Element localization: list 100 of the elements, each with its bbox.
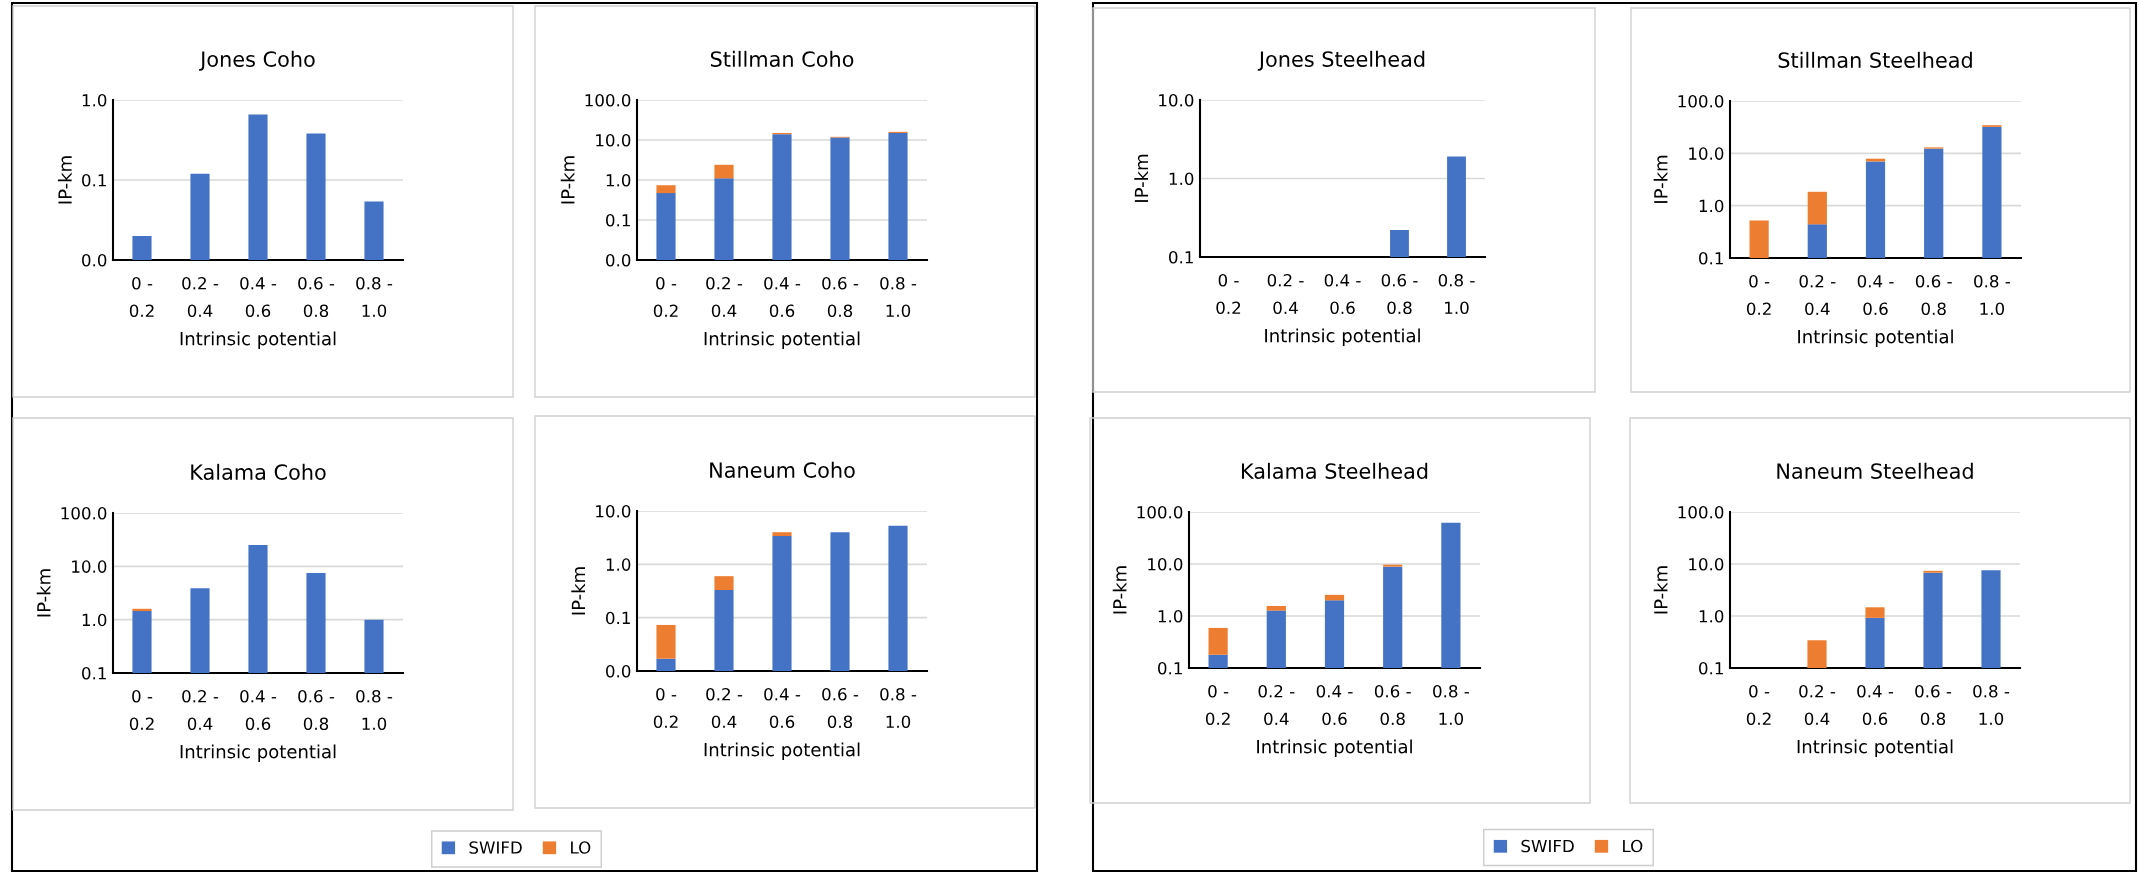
x-tick-label: 0.6 - 0.8: [1374, 684, 1411, 726]
y-tick-label: 10.0: [596, 133, 631, 147]
x-tick-label: 0 - 0.2: [129, 276, 154, 318]
legend-label: SWIFD: [469, 841, 522, 854]
legend-label: SWIFD: [1521, 839, 1574, 853]
x-tick-label: 0.8 - 1.0: [1433, 684, 1469, 726]
x-tick-label: 0 - 0.2: [129, 689, 154, 731]
bar: [714, 164, 734, 179]
chart-title: Jones Steelhead: [1257, 50, 1425, 71]
x-tick-label: 0.6 - 0.8: [298, 689, 335, 731]
x-tick-label: 0.2 - 0.4: [1258, 684, 1295, 726]
x-tick-label: 0 - 0.2: [1746, 684, 1771, 726]
chart-title: Kalama Coho: [191, 463, 326, 480]
chart-title: Stillman Steelhead: [1778, 51, 1972, 68]
x-tick-label: 0.8 - 1.0: [1973, 684, 2010, 726]
y-tick-label: 0.1: [1699, 661, 1723, 675]
x-tick-label: 0.4 - 0.6: [764, 687, 801, 729]
x-tick-label: 0.8 - 1.0: [1974, 274, 2010, 316]
x-tick-label: 0.8 - 1.0: [356, 689, 393, 731]
y-tick-label: 0.1: [1169, 250, 1193, 264]
x-tick-label: 0.8 - 1.0: [880, 687, 917, 729]
x-tick-label: 0.2 - 0.4: [1267, 273, 1304, 315]
x-tick-label: 0.8 - 1.0: [356, 276, 393, 318]
y-tick-label: 1.0: [1169, 172, 1194, 186]
x-axis-title: Intrinsic potential: [1257, 739, 1412, 757]
x-tick-label: 0.6 - 0.8: [822, 276, 859, 318]
x-tick-label: 0.8 - 1.0: [880, 276, 917, 318]
y-axis-title: IP-km: [36, 569, 51, 617]
y-tick-label: 10.0: [1148, 557, 1183, 571]
y-tick-label: 0.0: [82, 253, 107, 267]
y-tick-label: 10.0: [596, 504, 631, 518]
x-tick-label: 0 - 0.2: [653, 687, 678, 729]
bar: [772, 532, 792, 536]
y-tick-label: 0.0: [606, 664, 631, 678]
x-tick-label: 0.4 - 0.6: [1857, 274, 1894, 316]
x-axis-title: Intrinsic potential: [180, 331, 336, 349]
x-tick-label: 0 - 0.2: [653, 276, 678, 318]
chart-title: Stillman Coho: [710, 50, 854, 67]
x-tick-label: 0 - 0.2: [1746, 274, 1771, 316]
bar: [1324, 594, 1345, 601]
x-tick-label: 0.4 - 0.6: [1316, 684, 1353, 726]
y-tick-label: 1.0: [606, 173, 631, 187]
x-tick-label: 0.4 - 0.6: [1324, 273, 1361, 315]
x-axis-title: Intrinsic potential: [1797, 739, 1953, 757]
x-axis-title: Intrinsic potential: [180, 744, 336, 762]
y-tick-label: 1.0: [1158, 609, 1183, 623]
y-tick-label: 0.0: [606, 253, 631, 267]
x-tick-label: 0.4 - 0.6: [240, 689, 277, 731]
x-tick-label: 0.6 - 0.8: [298, 276, 335, 318]
y-tick-label: 0.1: [82, 173, 106, 187]
y-tick-label: 100.0: [585, 93, 631, 107]
y-tick-label: 1.0: [606, 558, 631, 571]
bar: [714, 576, 734, 591]
legend-label: LO: [571, 841, 591, 854]
y-tick-label: 0.1: [606, 213, 630, 227]
x-tick-label: 0.4 - 0.6: [1857, 684, 1894, 726]
y-tick-label: 0.1: [1158, 661, 1182, 675]
y-axis-title: IP-km: [1112, 566, 1127, 614]
y-tick-label: 1.0: [1699, 199, 1724, 213]
x-tick-label: 0.2 - 0.4: [182, 689, 219, 731]
x-tick-label: 0.8 - 1.0: [1438, 273, 1475, 315]
y-tick-label: 10.0: [1689, 557, 1724, 571]
x-tick-label: 0.6 - 0.8: [1915, 684, 1952, 726]
y-axis-title: IP-km: [571, 567, 586, 615]
y-tick-label: 10.0: [72, 560, 107, 573]
x-tick-label: 0.4 - 0.6: [240, 276, 277, 318]
x-tick-label: 0.6 - 0.8: [822, 687, 859, 729]
x-axis-title: Intrinsic potential: [1798, 329, 1953, 347]
x-axis-title: Intrinsic potential: [704, 331, 860, 349]
y-tick-label: 10.0: [1159, 93, 1194, 107]
y-tick-label: 0.1: [1699, 251, 1723, 265]
chart-title: Naneum Steelhead: [1777, 462, 1973, 479]
x-axis-title: Intrinsic potential: [704, 742, 860, 760]
bar: [1266, 605, 1286, 611]
legend-label: LO: [1623, 839, 1643, 853]
x-tick-label: 0.6 - 0.8: [1381, 273, 1418, 315]
y-tick-label: 1.0: [1699, 609, 1724, 623]
y-axis-title: IP-km: [1653, 155, 1668, 203]
x-tick-label: 0 - 0.2: [1216, 273, 1241, 315]
y-tick-label: 100.0: [61, 506, 107, 520]
x-tick-label: 0.2 - 0.4: [706, 687, 743, 729]
y-tick-label: 0.1: [606, 611, 630, 625]
y-axis-title: IP-km: [1134, 154, 1149, 202]
y-tick-label: 1.0: [82, 613, 107, 627]
x-tick-label: 0.2 - 0.4: [706, 276, 743, 318]
x-tick-label: 0.6 - 0.8: [1915, 274, 1952, 316]
x-tick-label: 0 - 0.2: [1205, 684, 1230, 726]
y-tick-label: 100.0: [1137, 505, 1183, 519]
x-tick-label: 0.2 - 0.4: [182, 276, 219, 318]
x-tick-label: 0.2 - 0.4: [1799, 684, 1836, 726]
y-tick-label: 100.0: [1678, 505, 1724, 519]
bar: [1865, 607, 1885, 618]
bar: [132, 608, 152, 612]
y-tick-label: 10.0: [1689, 147, 1724, 160]
x-tick-label: 0.4 - 0.6: [764, 276, 801, 318]
y-tick-label: 0.1: [82, 666, 106, 680]
x-tick-label: 0.2 - 0.4: [1799, 274, 1836, 316]
y-tick-label: 1.0: [82, 93, 107, 107]
y-axis-title: IP-km: [1653, 566, 1668, 614]
x-axis-title: Intrinsic potential: [1265, 328, 1420, 346]
